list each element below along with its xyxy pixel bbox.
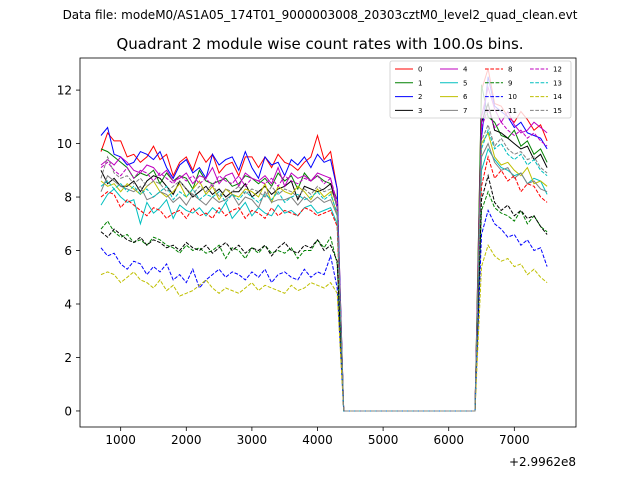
legend-box: [389, 60, 572, 119]
x-tick-label: 5000: [368, 433, 399, 447]
legend-label-8: 8: [508, 66, 512, 74]
legend-label-13: 13: [553, 79, 562, 87]
x-tick-label: 4000: [302, 433, 333, 447]
x-tick-label: 3000: [237, 433, 268, 447]
y-tick-label: 2: [64, 351, 72, 365]
y-tick-label: 6: [64, 244, 72, 258]
y-tick-label: 8: [64, 191, 72, 205]
legend-label-1: 1: [418, 79, 422, 87]
chart-title: Quadrant 2 module wise count rates with …: [116, 35, 524, 53]
series-line-14: [100, 243, 548, 412]
x-tick-label: 7000: [499, 433, 530, 447]
legend-label-12: 12: [553, 66, 562, 74]
legend-label-11: 11: [508, 107, 517, 115]
y-tick-label: 4: [64, 298, 72, 312]
y-tick-label: 0: [64, 404, 72, 418]
legend-label-10: 10: [508, 93, 517, 101]
series-line-10: [100, 208, 548, 412]
legend-label-2: 2: [418, 93, 422, 101]
x-tick-label: 2000: [171, 433, 202, 447]
y-tick-label: 12: [57, 84, 72, 98]
series-lines: [100, 68, 548, 412]
legend-label-7: 7: [463, 107, 467, 115]
legend-label-4: 4: [463, 66, 468, 74]
legend-label-9: 9: [508, 79, 512, 87]
legend-label-14: 14: [553, 93, 562, 101]
x-offset-label: +2.9962e8: [509, 455, 576, 469]
y-tick-label: 10: [57, 137, 72, 151]
x-tick-label: 1000: [105, 433, 136, 447]
legend-label-3: 3: [418, 107, 422, 115]
legend-label-6: 6: [463, 93, 468, 101]
legend-label-0: 0: [418, 66, 422, 74]
axes-frame: [79, 57, 577, 428]
series-line-15: [100, 123, 548, 412]
data-file-caption: Data file: modeM0/AS1A05_174T01_90000030…: [62, 8, 578, 22]
legend-label-15: 15: [553, 107, 562, 115]
axes-group: 1000 2000 3000 4000 5000 6000 7000024681012+2.…: [57, 57, 577, 469]
x-tick-label: 6000: [433, 433, 464, 447]
legend-label-5: 5: [463, 79, 467, 87]
